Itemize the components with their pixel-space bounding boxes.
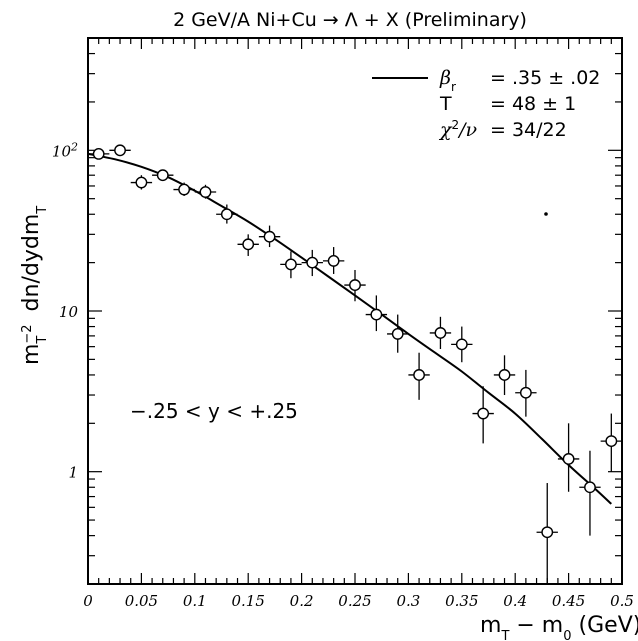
data-point [130, 175, 153, 190]
point-marker [541, 526, 554, 539]
x-tick-label: 0.15 [231, 592, 264, 610]
data-point [237, 234, 259, 256]
x-tick-label: 0.25 [338, 592, 371, 610]
data-point [408, 352, 430, 400]
point-marker [370, 308, 383, 321]
data-point [216, 204, 238, 224]
point-marker [434, 327, 447, 339]
point-marker [242, 238, 255, 251]
fit-curve [87, 152, 612, 505]
x-tick-label: 0.4 [503, 592, 527, 610]
data-point [88, 147, 110, 160]
point-marker [391, 328, 404, 340]
chart-title: 2 GeV/A Ni+Cu → Λ + X (Preliminary) [173, 9, 527, 31]
axis-ticks [87, 37, 623, 585]
point-marker [498, 369, 511, 381]
point-marker [327, 255, 340, 267]
y-tick-label: 102 [52, 140, 78, 161]
point-marker [519, 386, 532, 399]
point-marker [263, 230, 276, 243]
data-point [152, 169, 174, 182]
legend: βr = .35 ± .02 T = 48 ± 1 χ2/ν = 34/22 [372, 67, 600, 141]
y-axis-label: mT−2 dn/dydmT [19, 206, 50, 365]
y-tick-label: 1 [68, 464, 78, 482]
data-point [194, 184, 217, 199]
point-marker [92, 147, 105, 160]
svg-text:mT−2 dn/dydmT: mT−2 dn/dydmT [19, 206, 50, 365]
data-points [88, 144, 622, 584]
y-tick-label: 10 [59, 303, 79, 321]
data-point [344, 269, 366, 302]
data-point [536, 483, 558, 584]
x-tick-label: 0.5 [610, 592, 634, 610]
data-point [472, 386, 494, 444]
data-point [387, 314, 409, 353]
x-tick-label: 0.45 [552, 592, 585, 610]
data-point [557, 423, 580, 492]
data-point [451, 326, 473, 363]
point-marker [199, 186, 212, 198]
data-point [258, 225, 281, 248]
point-marker [220, 208, 233, 221]
point-marker [455, 338, 468, 351]
point-marker [605, 435, 618, 448]
legend-row-temperature: T = 48 ± 1 [439, 93, 576, 115]
point-marker [178, 183, 191, 196]
x-tick-label: 0.1 [183, 592, 207, 610]
data-point [301, 249, 323, 277]
legend-row-chi2: χ2/ν = 34/22 [438, 118, 567, 141]
x-axis-label: mT − m0 (GeV) [480, 613, 638, 641]
data-point [515, 369, 537, 417]
point-marker [114, 144, 126, 157]
data-point [109, 144, 131, 157]
legend-row-beta: βr = .35 ± .02 [439, 67, 600, 94]
stray-dot [544, 212, 548, 216]
point-marker [306, 256, 319, 269]
point-marker [413, 369, 425, 381]
point-marker [477, 407, 490, 420]
axis-tick-labels: 0 0.05 0.1 0.15 0.2 0.25 0.3 0.35 0.4 0.45 0.5 102 1… [52, 140, 634, 610]
data-point [600, 413, 622, 472]
point-marker [135, 176, 148, 189]
data-point [322, 247, 345, 274]
data-point [493, 355, 516, 396]
x-tick-label: 0.2 [290, 592, 314, 610]
point-marker [584, 481, 596, 494]
data-point [579, 450, 601, 536]
point-marker [285, 258, 297, 271]
data-point [429, 316, 452, 350]
x-tick-label: 0 [83, 592, 93, 610]
svg-text:mT − m0 (GeV): mT − m0 (GeV) [480, 613, 638, 641]
point-marker [562, 453, 575, 465]
x-tick-label: 0.35 [445, 592, 478, 610]
data-point [280, 251, 302, 279]
data-point [365, 295, 388, 332]
point-marker [349, 279, 361, 291]
x-tick-label: 0.05 [125, 592, 158, 610]
point-marker [156, 169, 169, 182]
rapidity-annotation: −.25 < y < +.25 [130, 399, 298, 423]
data-point [173, 182, 195, 196]
x-tick-label: 0.3 [396, 592, 420, 610]
